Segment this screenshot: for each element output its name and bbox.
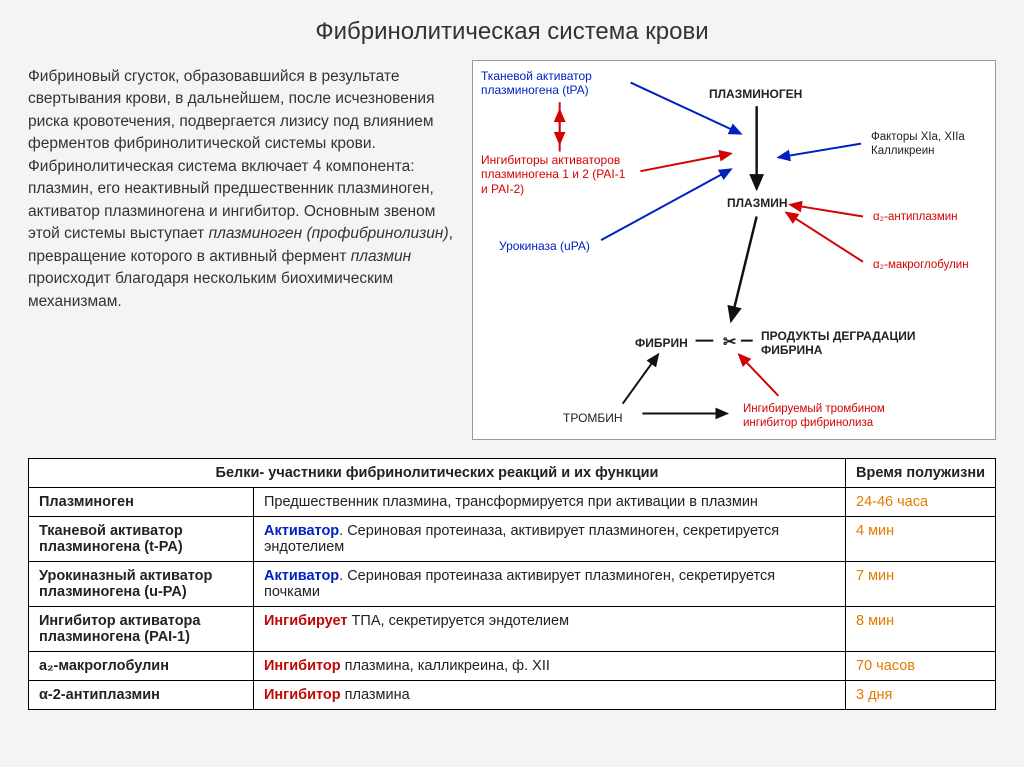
description-paragraph: Фибриновый сгусток, образовавшийся в рез… <box>28 60 458 440</box>
table-row: α-2-антиплазмин Ингибитор плазмина 3 дня <box>29 681 996 710</box>
row-time: 8 мин <box>846 607 996 652</box>
label-fibrin: ФИБРИН <box>635 336 688 350</box>
label-tafi: Ингибируемый тромбиномингибитор фибринол… <box>743 403 885 431</box>
row-time: 70 часов <box>846 652 996 681</box>
label-a2macro: α₂-макроглобулин <box>873 259 969 273</box>
row-name: Урокиназный активатор плазминогена (u-PA… <box>29 562 254 607</box>
label-pai: Ингибиторы активаторовплазминогена 1 и 2… <box>481 153 625 196</box>
fibrinolysis-diagram: Тканевой активаторплазминогена (tPA) ПЛА… <box>472 60 996 440</box>
row-time: 24-46 часа <box>846 488 996 517</box>
label-products: ПРОДУКТЫ ДЕГРАДАЦИИФИБРИНА <box>761 329 916 358</box>
row-time: 7 мин <box>846 562 996 607</box>
label-plasminogen: ПЛАЗМИНОГЕН <box>709 87 802 101</box>
label-thrombin: ТРОМБИН <box>563 411 623 425</box>
row-fn: Предшественник плазмина, трансформируетс… <box>254 488 846 517</box>
row-fn: Активатор. Сериновая протеиназа активиру… <box>254 562 846 607</box>
row-time: 4 мин <box>846 517 996 562</box>
row-fn: Ингибитор плазмина, калликреина, ф. XII <box>254 652 846 681</box>
row-fn: Ингибирует ТПА, секретируется эндотелием <box>254 607 846 652</box>
scissors-icon: ✂ <box>723 333 736 352</box>
row-name: a₂-макроглобулин <box>29 652 254 681</box>
table-row: Ингибитор активатора плазминогена (PAI-1… <box>29 607 996 652</box>
table-row: Тканевой активатор плазминогена (t-PA) А… <box>29 517 996 562</box>
row-fn: Активатор. Сериновая протеиназа, активир… <box>254 517 846 562</box>
page-title: Фибринолитическая система крови <box>28 18 996 46</box>
label-tpa: Тканевой активаторплазминогена (tPA) <box>481 69 592 98</box>
table-header-row: Белки- участники фибринолитических реакц… <box>29 459 996 488</box>
table-row: Урокиназный активатор плазминогена (u-PA… <box>29 562 996 607</box>
header-halflife: Время полужизни <box>846 459 996 488</box>
top-row: Фибриновый сгусток, образовавшийся в рез… <box>28 60 996 440</box>
table-body: Плазминоген Предшественник плазмина, тра… <box>29 488 996 710</box>
table-row: a₂-макроглобулин Ингибитор плазмина, кал… <box>29 652 996 681</box>
para-text-1: Фибриновый сгусток, образовавшийся в рез… <box>28 68 435 242</box>
label-factors: Факторы XIa, XIIaКалликреин <box>871 131 965 159</box>
row-name: α-2-антиплазмин <box>29 681 254 710</box>
row-fn: Ингибитор плазмина <box>254 681 846 710</box>
table-row: Плазминоген Предшественник плазмина, тра… <box>29 488 996 517</box>
row-name: Плазминоген <box>29 488 254 517</box>
proteins-table: Белки- участники фибринолитических реакц… <box>28 458 996 710</box>
para-text-3: происходит благодаря нескольким биохимич… <box>28 270 393 309</box>
row-name: Тканевой активатор плазминогена (t-PA) <box>29 517 254 562</box>
para-italic-1: плазминоген (профибринолизин) <box>209 225 449 242</box>
label-a2anti: α₂-антиплазмин <box>873 211 958 225</box>
label-urokinase: Урокиназа (uPA) <box>499 239 590 253</box>
row-time: 3 дня <box>846 681 996 710</box>
row-name: Ингибитор активатора плазминогена (PAI-1… <box>29 607 254 652</box>
para-italic-2: плазмин <box>351 248 411 265</box>
label-plasmin: ПЛАЗМИН <box>727 196 788 210</box>
header-proteins: Белки- участники фибринолитических реакц… <box>29 459 846 488</box>
